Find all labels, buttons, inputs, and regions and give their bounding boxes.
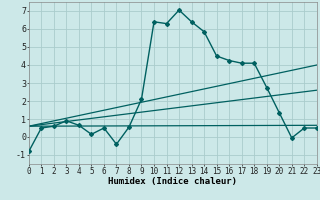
X-axis label: Humidex (Indice chaleur): Humidex (Indice chaleur) bbox=[108, 177, 237, 186]
